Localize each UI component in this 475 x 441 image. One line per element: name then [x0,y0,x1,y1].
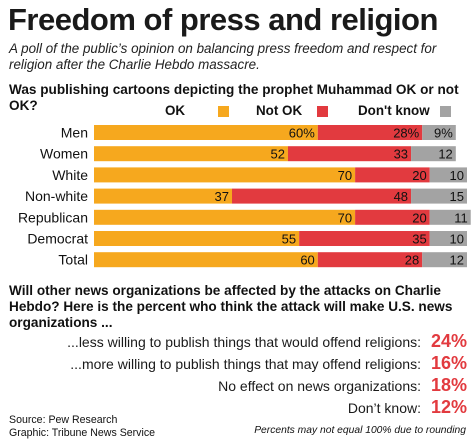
legend-swatch-dont-know [440,106,451,117]
bar-segment-ok [94,209,356,225]
result-label: ...more willing to publish things that m… [70,356,421,372]
legend-label-dont-know: Don't know [358,103,430,118]
data-label: 52 [270,147,284,162]
data-label: 48 [394,189,408,204]
legend-label-not-ok: Not OK [256,103,303,118]
bar-segment-dont-know [411,146,456,162]
data-label: 20 [412,210,426,225]
bar-segment-ok [94,125,318,140]
result-row: ...less willing to publish things that w… [67,331,467,353]
bar-segment-not-ok [232,188,412,204]
bar-segment-not-ok [355,209,430,225]
data-label: 70 [338,168,352,183]
result-label: No effect on news organizations: [218,378,421,394]
data-label: 35 [412,232,426,247]
category-label: Women [40,146,88,162]
data-label: 60% [289,126,315,141]
bar-segment-dont-know [429,209,471,225]
legend-swatch-not-ok [317,106,328,117]
source-credit: Source: Pew Research Graphic: Tribune Ne… [9,414,155,439]
category-label: Republican [18,209,88,225]
data-label: 70 [338,210,352,225]
data-label: 15 [450,189,464,204]
source-line: Source: Pew Research [9,414,118,426]
subtitle: A poll of the public’s opinion on balanc… [9,41,437,72]
question-cartoons: Was publishing cartoons depicting the pr… [9,82,459,113]
bar-segment-ok [94,167,356,183]
data-label: 12 [450,253,464,268]
page-title: Freedom of press and religion [8,2,438,37]
data-label: 9% [434,126,453,141]
bar-segment-dont-know [422,252,467,268]
rounding-footnote: Percents may not equal 100% due to round… [254,425,466,436]
graphic-credit: Graphic: Tribune News Service [9,426,156,439]
data-label: 10 [450,168,464,183]
question-news-orgs: Will other news organizations be affecte… [9,283,453,330]
bar-segment-dont-know [411,188,467,204]
result-value: 18% [430,375,467,395]
result-row: No effect on news organizations: 18% [218,375,467,397]
category-label: Men [61,125,88,141]
result-label: Don’t know: [347,400,421,416]
bar-segment-dont-know [429,231,467,246]
bar-segment-dont-know [429,167,467,183]
data-label: 60 [300,253,314,268]
bar-segment-dont-know [422,125,456,140]
bar-segment-ok [94,252,318,268]
legend-label-ok: OK [165,103,186,118]
result-value: 12% [430,397,467,417]
bar-segment-not-ok [355,167,430,183]
data-label: 55 [282,232,296,247]
data-label: 10 [450,232,464,247]
bar-segment-not-ok [287,146,412,162]
bar-segment-ok [94,231,300,246]
data-label: 33 [394,147,408,162]
bar-segment-ok [94,146,288,162]
bar-segment-ok [94,188,233,204]
category-label: Democrat [27,231,88,247]
bar-segment-not-ok [299,231,430,246]
category-label: White [52,167,88,183]
result-value: 16% [430,353,467,373]
data-label: 11 [454,210,468,225]
result-value: 24% [430,331,467,351]
data-label: 37 [215,189,229,204]
category-label: Non-white [25,188,88,204]
result-label: ...less willing to publish things that w… [67,334,421,350]
data-label: 12 [438,147,452,162]
category-label: Total [58,252,88,268]
bar-segment-not-ok [317,252,423,268]
chart-legend: OK Not OK Don't know [165,103,465,121]
stacked-bar-chart: Men 60% 28% 9% Women 52 33 12 White 70 20 10 Non-whi… [18,125,471,268]
bar-segment-not-ok [317,125,423,140]
data-label: 28% [393,126,419,141]
data-label: 20 [412,168,426,183]
result-row: Don’t know: 12% [348,397,467,419]
data-label: 28 [405,253,419,268]
result-row: ...more willing to publish things that m… [70,353,467,375]
legend-swatch-ok [218,106,229,117]
